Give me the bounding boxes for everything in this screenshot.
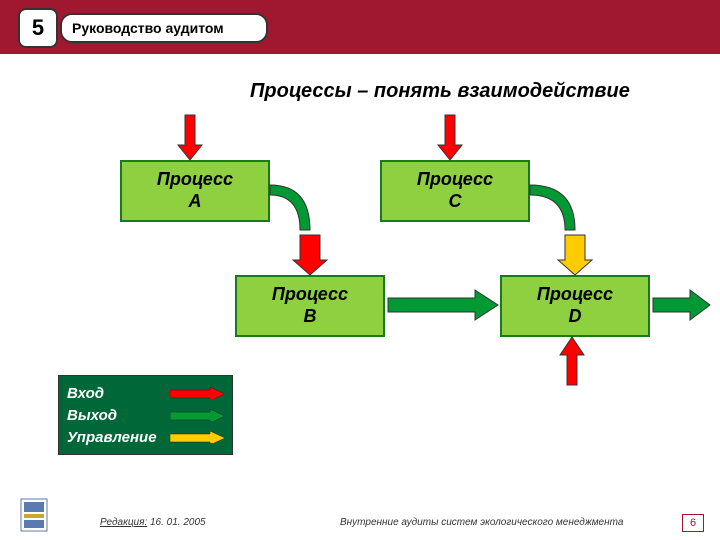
output-arrow-a-to-b: [270, 185, 327, 275]
legend-row-input: Вход: [67, 382, 224, 404]
input-arrow-c: [438, 115, 462, 160]
legend-box: Вход Выход Управление: [58, 375, 233, 455]
output-arrow-d-exit: [653, 290, 710, 320]
output-arrow-b-to-d-right: [388, 290, 498, 320]
footer-revision-date: 16. 01. 2005: [150, 517, 206, 528]
legend-arrow-control-icon: [170, 431, 224, 443]
arrows-layer: [0, 0, 720, 540]
logo-icon: [20, 498, 48, 532]
input-arrow-a: [178, 115, 202, 160]
footer-page-number: 6: [682, 514, 704, 532]
legend-label-output: Выход: [67, 407, 170, 424]
footer-center: Внутренние аудиты систем экологического …: [340, 517, 623, 528]
legend-label-input: Вход: [67, 385, 170, 402]
footer-revision: Редакция: 16. 01. 2005: [100, 517, 206, 528]
legend-label-control: Управление: [67, 429, 170, 446]
output-arrow-c-to-d: [530, 185, 592, 275]
footer-revision-prefix: Редакция:: [100, 517, 147, 528]
legend-row-control: Управление: [67, 426, 224, 448]
legend-arrow-output-icon: [170, 409, 224, 421]
legend-row-output: Выход: [67, 404, 224, 426]
legend-arrow-input-icon: [170, 387, 224, 399]
input-arrow-d-bottom: [560, 337, 584, 385]
